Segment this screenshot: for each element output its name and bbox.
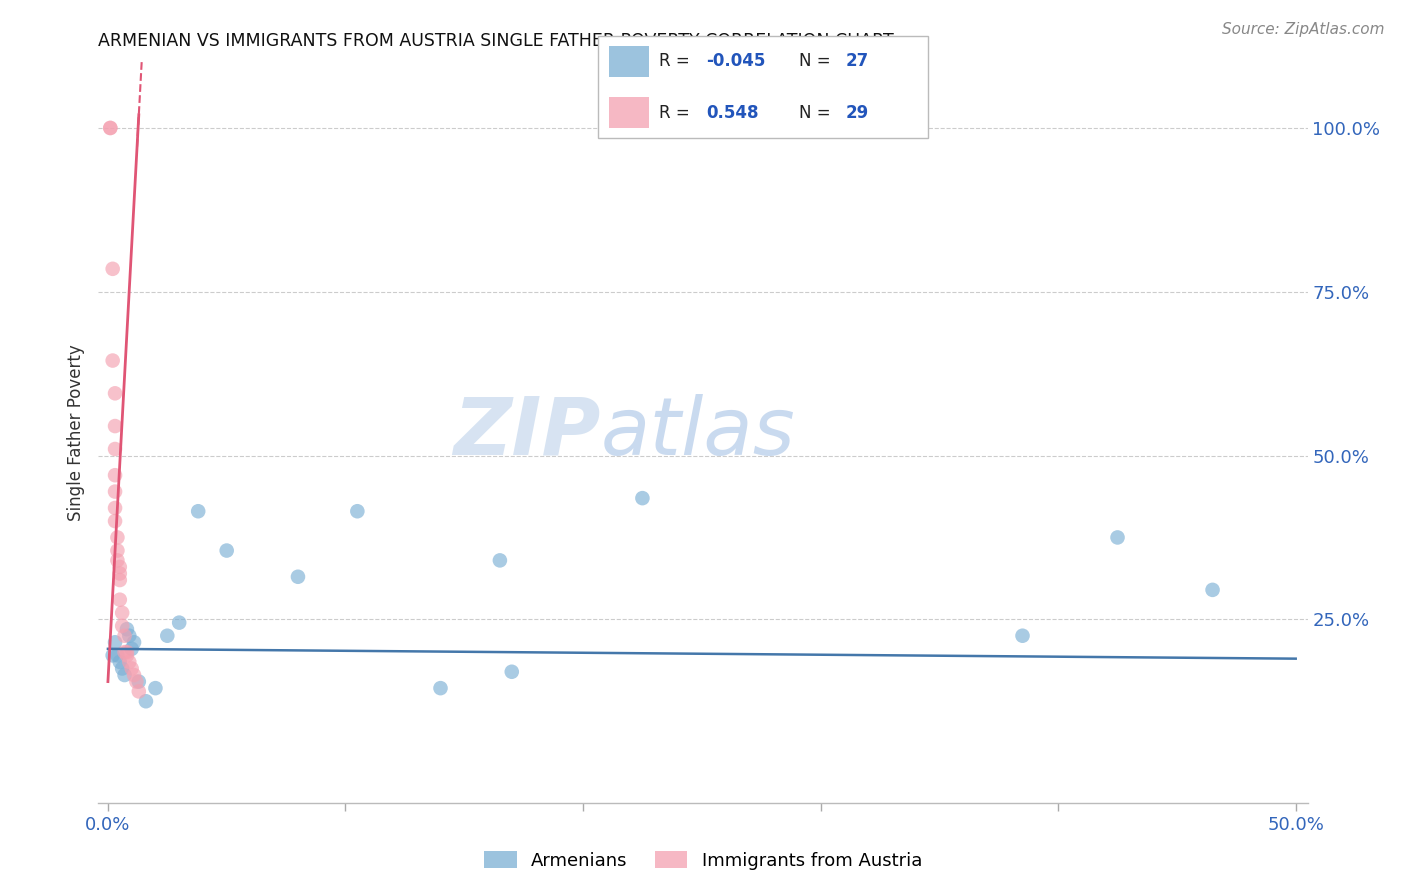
Point — [108, 566, 131, 581]
Point — [346, 504, 368, 518]
Text: atlas: atlas — [600, 393, 794, 472]
Point — [287, 570, 309, 584]
Bar — [609, 97, 648, 128]
Point — [108, 573, 131, 587]
Text: Source: ZipAtlas.com: Source: ZipAtlas.com — [1222, 22, 1385, 37]
Point — [111, 661, 134, 675]
FancyBboxPatch shape — [598, 36, 928, 138]
Point — [104, 635, 127, 649]
Point — [122, 668, 145, 682]
Text: ARMENIAN VS IMMIGRANTS FROM AUSTRIA SINGLE FATHER POVERTY CORRELATION CHART: ARMENIAN VS IMMIGRANTS FROM AUSTRIA SING… — [98, 32, 894, 50]
Point — [104, 500, 127, 515]
Text: N =: N = — [799, 53, 831, 70]
Point — [108, 655, 131, 669]
Text: 27: 27 — [845, 53, 869, 70]
Point — [429, 681, 451, 695]
Point — [187, 504, 209, 518]
Legend: Armenians, Immigrants from Austria: Armenians, Immigrants from Austria — [477, 844, 929, 877]
Point — [631, 491, 654, 505]
Point — [114, 629, 136, 643]
Point — [122, 635, 145, 649]
Point — [98, 120, 121, 135]
Point — [1011, 629, 1033, 643]
Point — [98, 120, 121, 135]
Point — [118, 655, 141, 669]
Text: 0.548: 0.548 — [707, 103, 759, 121]
Point — [114, 645, 136, 659]
Point — [115, 648, 138, 663]
Text: ZIP: ZIP — [453, 393, 600, 472]
Point — [104, 386, 127, 401]
Point — [104, 442, 127, 456]
Point — [135, 694, 157, 708]
Point — [101, 261, 124, 276]
Y-axis label: Single Father Poverty: Single Father Poverty — [67, 344, 86, 521]
Point — [111, 606, 134, 620]
Point — [128, 674, 150, 689]
Point — [121, 641, 143, 656]
Point — [489, 553, 512, 567]
Point — [108, 592, 131, 607]
Point — [108, 560, 131, 574]
Point — [101, 353, 124, 368]
Text: R =: R = — [658, 53, 689, 70]
Point — [115, 622, 138, 636]
Text: 29: 29 — [845, 103, 869, 121]
Point — [104, 468, 127, 483]
Point — [104, 514, 127, 528]
Point — [107, 531, 129, 545]
Text: R =: R = — [658, 103, 689, 121]
Point — [118, 629, 141, 643]
Point — [107, 543, 129, 558]
Point — [107, 648, 129, 663]
Point — [101, 648, 124, 663]
Point — [501, 665, 523, 679]
Point — [121, 661, 143, 675]
Point — [1201, 582, 1223, 597]
Point — [104, 484, 127, 499]
Point — [125, 674, 148, 689]
Point — [114, 668, 136, 682]
Point — [1107, 531, 1129, 545]
Point — [107, 553, 129, 567]
Point — [167, 615, 190, 630]
Point — [156, 629, 179, 643]
Point — [104, 419, 127, 434]
Point — [115, 645, 138, 659]
Point — [128, 684, 150, 698]
Point — [111, 619, 134, 633]
Point — [145, 681, 167, 695]
Text: -0.045: -0.045 — [707, 53, 766, 70]
Point — [215, 543, 238, 558]
Bar — [609, 45, 648, 77]
Text: N =: N = — [799, 103, 831, 121]
